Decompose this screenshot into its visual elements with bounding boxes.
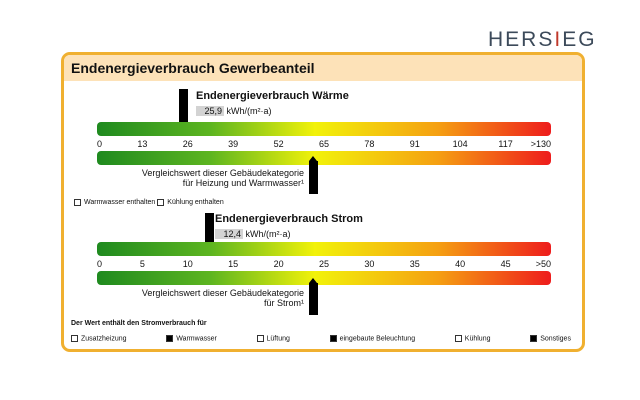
strom-option-checkbox[interactable]: Kühlung (454, 335, 491, 342)
warmwasser-checkbox[interactable]: Warmwasser enthalten (74, 199, 155, 206)
strom-tick-label: 5 (139, 259, 145, 269)
strom-tick-label: >50 (535, 259, 551, 269)
strom-option-checkbox[interactable]: Warmwasser (166, 335, 217, 342)
waerme-tick-label: 13 (137, 139, 148, 149)
strom-tick-label: 10 (182, 259, 193, 269)
logo: HERSIEG (488, 28, 597, 51)
strom-compare-label: Vergleichswert dieser Gebäudekategorie fü… (141, 288, 304, 308)
strom-tick-label: 25 (318, 259, 330, 269)
waerme-tick-label: >130 (530, 139, 551, 149)
waerme-options: Warmwasser enthalten Kühlung enthalten (74, 199, 224, 206)
strom-options: Zusatzheizung Warmwasser Lüftung eingebaute… (71, 335, 571, 342)
waerme-compare-marker (309, 156, 318, 194)
strom-value: 12,4 kWh/(m²·a) (215, 229, 291, 239)
strom-tick-label: 30 (364, 259, 375, 269)
strom-tick-label: 35 (409, 259, 420, 269)
panel-title: Endenergieverbrauch Gewerbeanteil (64, 55, 582, 81)
strom-value-number: 12,4 (215, 229, 243, 239)
waerme-tick-label: 39 (228, 139, 239, 149)
strom-tick-label: 20 (273, 259, 284, 269)
waerme-compare-label: Vergleichswert dieser Gebäudekategorie fü… (141, 168, 304, 188)
waerme-tick-label: 91 (409, 139, 420, 149)
waerme-ticks: 0 13 26 39 52 65 78 91 104 117 >130 (97, 139, 551, 151)
waerme-tick-label: 104 (452, 139, 468, 149)
strom-option-checkbox[interactable]: Zusatzheizung (71, 335, 127, 342)
waerme-tick-label: 52 (273, 139, 284, 149)
waerme-value: 25,9 kWh/(m²·a) (196, 106, 272, 116)
waerme-tick-label: 0 (97, 139, 103, 149)
waerme-tick-label: 117 (498, 139, 513, 149)
waerme-tick-label: 65 (318, 139, 330, 149)
waerme-scale-bar (97, 122, 551, 136)
strom-caption: Der Wert enthält den Stromverbrauch für (71, 320, 207, 327)
strom-tick-label: 15 (228, 259, 239, 269)
waerme-tick-label: 26 (182, 139, 193, 149)
strom-value-marker (205, 213, 214, 250)
strom-compare-bar (97, 271, 551, 285)
strom-unit: kWh/(m²·a) (245, 229, 291, 239)
waerme-title: Endenergieverbrauch Wärme (196, 90, 349, 102)
strom-option-checkbox[interactable]: eingebaute Beleuchtung (329, 335, 415, 342)
energy-panel: Endenergieverbrauch Gewerbeanteil Endene… (61, 52, 585, 352)
strom-ticks: 0 5 10 15 20 25 30 35 40 45 >50 (97, 259, 551, 271)
strom-option-checkbox[interactable]: Lüftung (256, 335, 290, 342)
waerme-value-marker (179, 89, 188, 129)
waerme-value-number: 25,9 (196, 106, 224, 116)
strom-tick-label: 40 (455, 259, 466, 269)
strom-option-checkbox[interactable]: Sonstiges (530, 335, 571, 342)
strom-scale-bar (97, 242, 551, 256)
waerme-unit: kWh/(m²·a) (226, 106, 272, 116)
kuehlung-checkbox[interactable]: Kühlung enthalten (157, 199, 224, 206)
strom-compare-marker (309, 278, 318, 315)
waerme-tick-label: 78 (364, 139, 375, 149)
waerme-compare-bar (97, 151, 551, 165)
strom-title: Endenergieverbrauch Strom (215, 213, 363, 225)
strom-tick-label: 45 (500, 259, 511, 269)
strom-tick-label: 0 (97, 259, 103, 269)
